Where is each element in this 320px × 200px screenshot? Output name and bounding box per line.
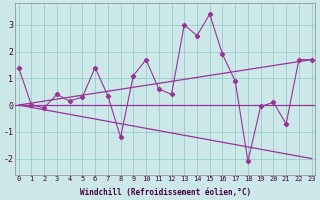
X-axis label: Windchill (Refroidissement éolien,°C): Windchill (Refroidissement éolien,°C) (80, 188, 251, 197)
